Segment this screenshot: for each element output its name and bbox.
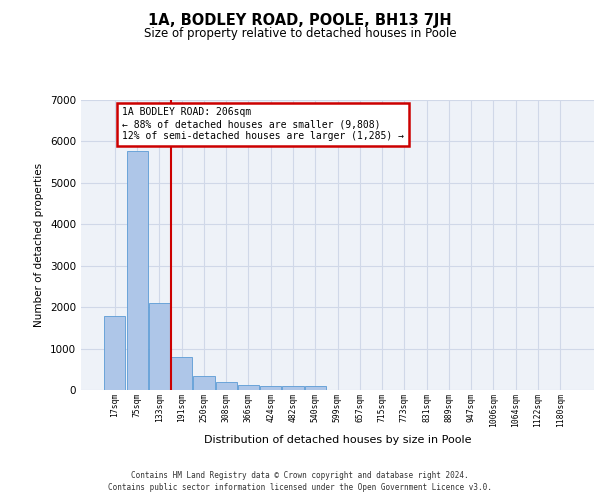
Bar <box>104 316 125 390</box>
Text: 1A BODLEY ROAD: 206sqm
← 88% of detached houses are smaller (9,808)
12% of semi-: 1A BODLEY ROAD: 206sqm ← 88% of detached… <box>122 108 404 140</box>
X-axis label: Distribution of detached houses by size in Poole: Distribution of detached houses by size … <box>204 435 471 445</box>
Bar <box>238 385 259 390</box>
Text: Size of property relative to detached houses in Poole: Size of property relative to detached ho… <box>143 28 457 40</box>
Bar <box>149 304 170 390</box>
Bar <box>127 150 148 390</box>
Bar <box>171 357 192 390</box>
Bar <box>283 386 304 390</box>
Bar <box>193 376 215 390</box>
Text: Contains HM Land Registry data © Crown copyright and database right 2024.
Contai: Contains HM Land Registry data © Crown c… <box>108 471 492 492</box>
Bar <box>305 386 326 390</box>
Bar <box>260 386 281 390</box>
Y-axis label: Number of detached properties: Number of detached properties <box>34 163 44 327</box>
Bar <box>215 382 237 390</box>
Text: 1A, BODLEY ROAD, POOLE, BH13 7JH: 1A, BODLEY ROAD, POOLE, BH13 7JH <box>148 12 452 28</box>
